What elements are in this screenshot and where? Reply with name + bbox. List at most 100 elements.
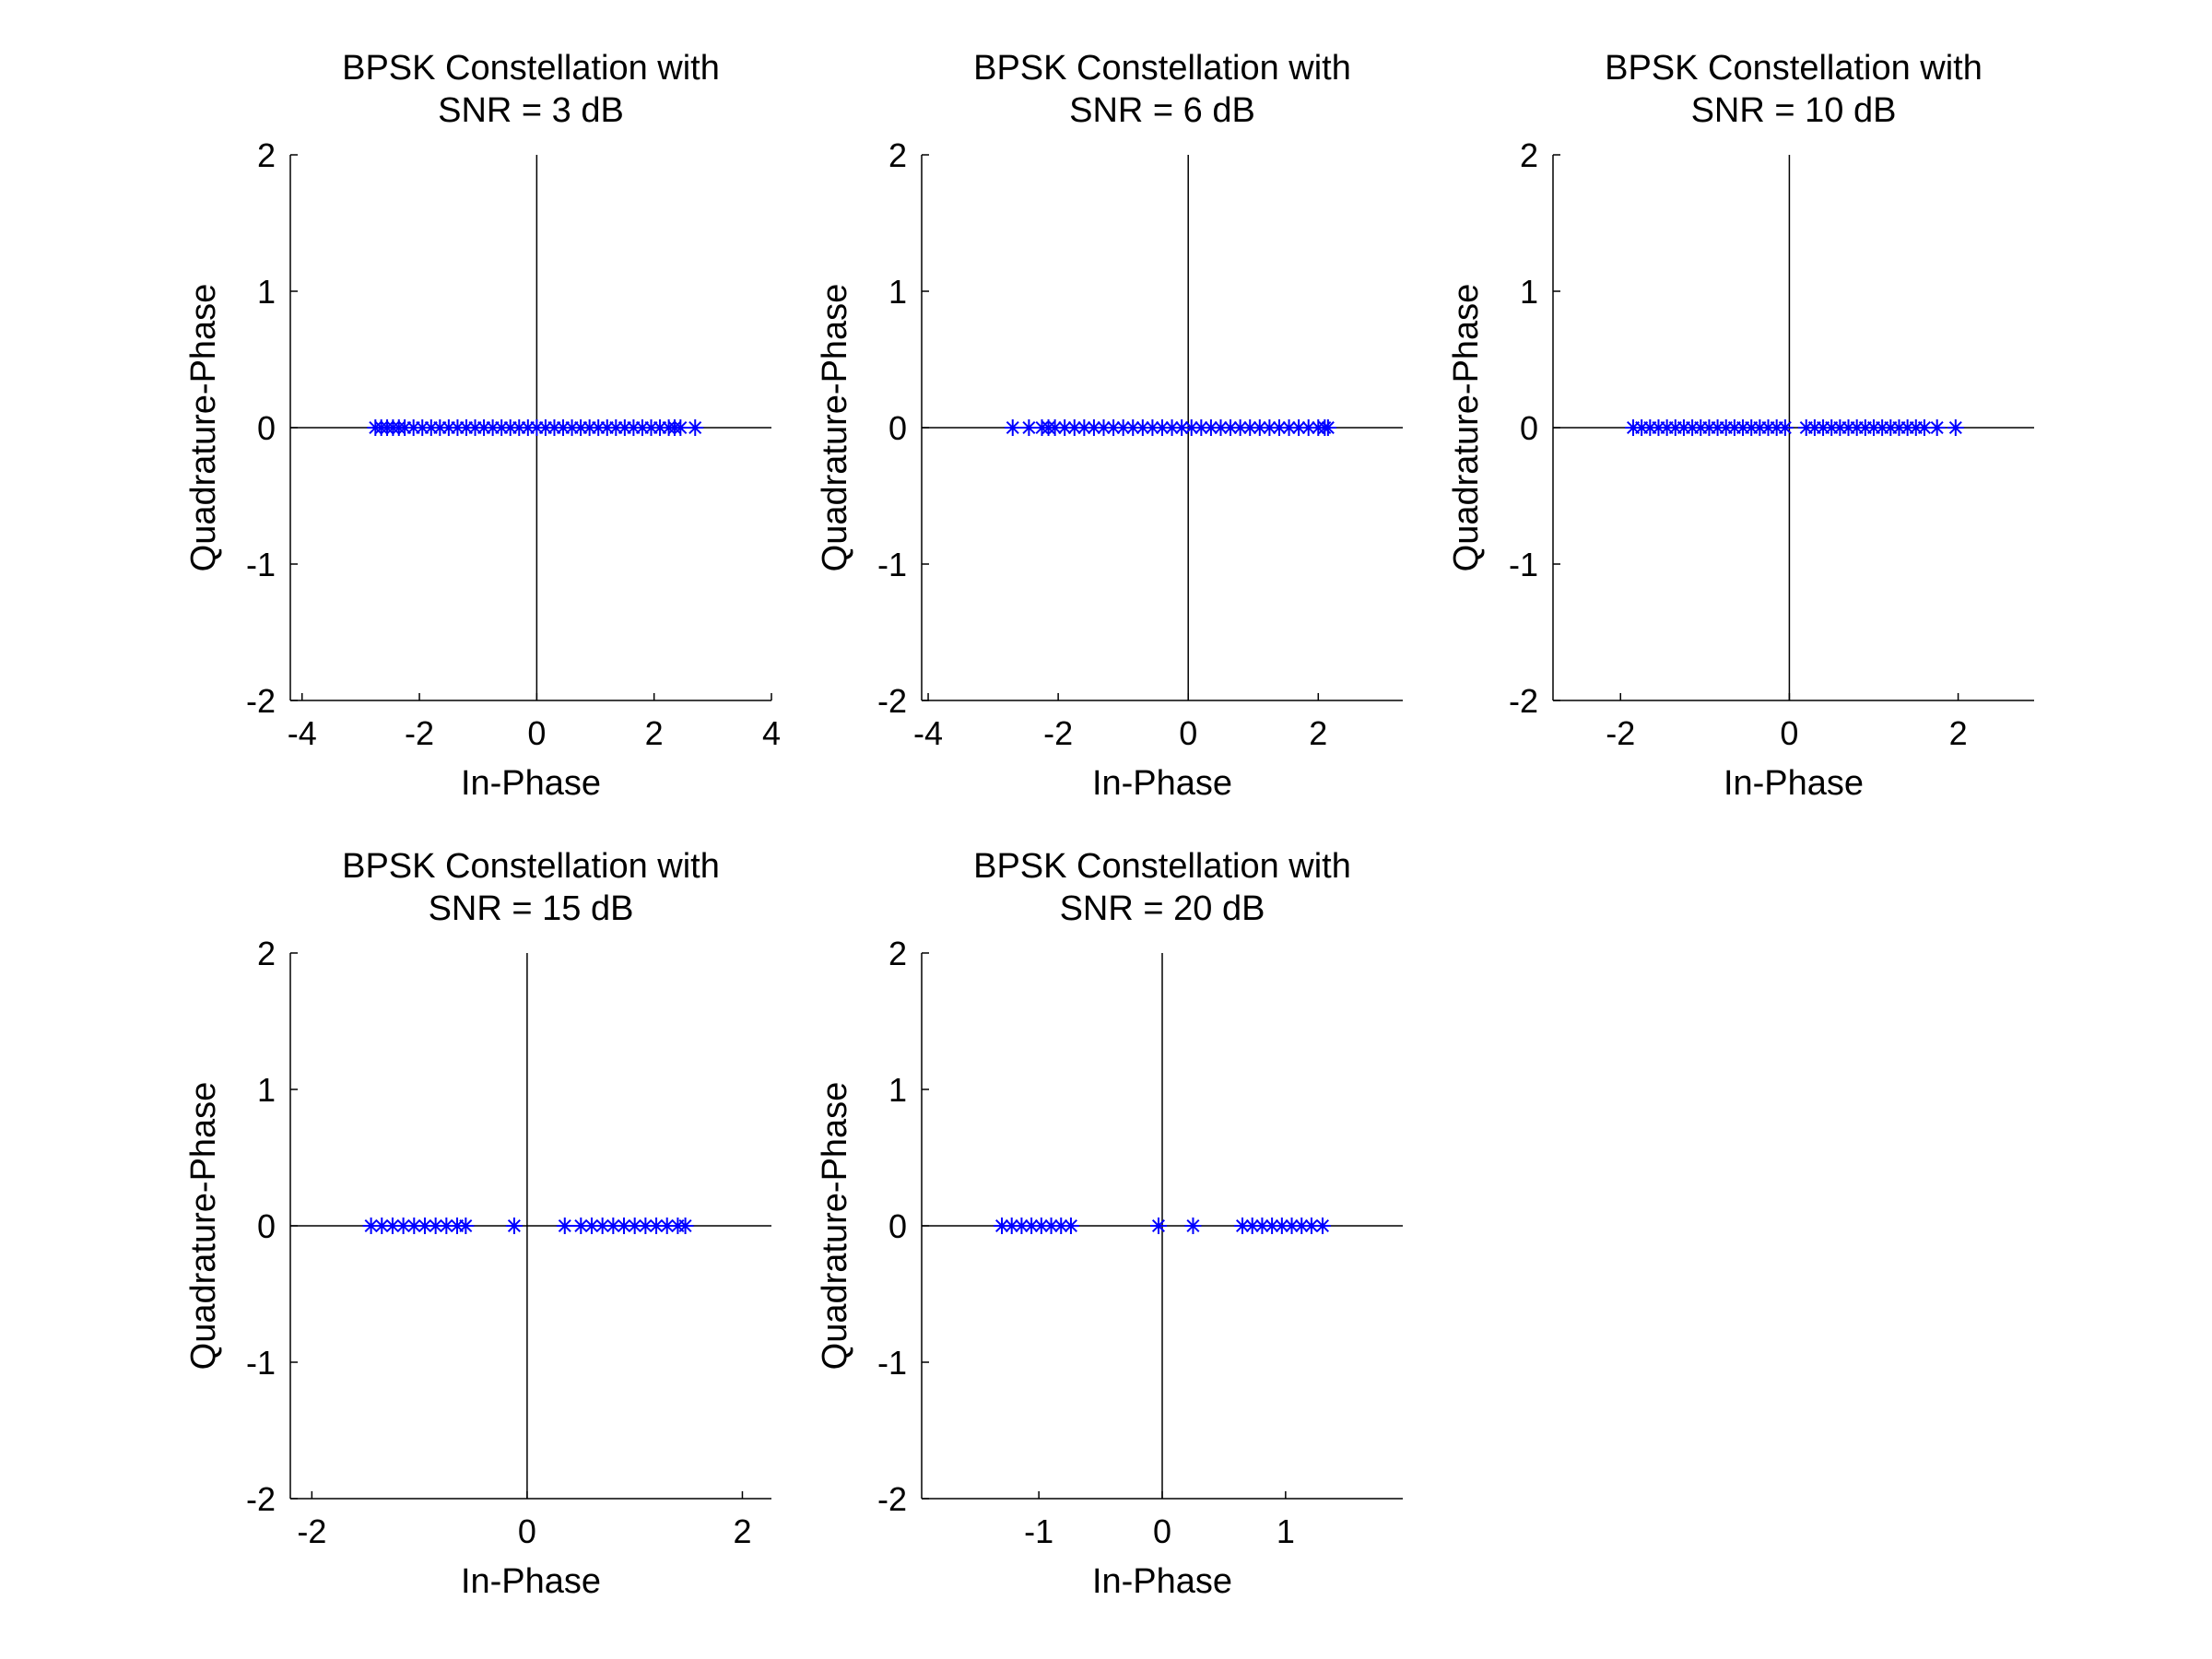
- marker-stroke: [688, 420, 702, 435]
- data-point: [594, 1218, 611, 1234]
- x-tick-label: 2: [1309, 714, 1327, 752]
- y-tick-label: 1: [1520, 273, 1538, 311]
- marker-stroke: [1285, 1218, 1299, 1233]
- marker-stroke: [1778, 420, 1792, 435]
- marker-stroke: [1097, 420, 1111, 435]
- y-tick-label: -1: [246, 546, 276, 583]
- marker-stroke: [440, 1218, 453, 1233]
- y-tick-label: 0: [257, 409, 276, 447]
- title-line-2: SNR = 6 dB: [1069, 91, 1255, 130]
- marker-stroke: [1253, 420, 1266, 435]
- data-point: [626, 1218, 643, 1234]
- y-tick-label: -2: [1509, 682, 1538, 720]
- data-point: [1013, 1218, 1030, 1234]
- marker-stroke: [1048, 420, 1062, 435]
- marker-stroke: [1255, 1218, 1269, 1233]
- title-line-2: SNR = 3 dB: [438, 91, 624, 130]
- data-point: [449, 1218, 466, 1234]
- data-point: [1302, 1218, 1320, 1234]
- y-axis-label: Quadrature-Phase: [184, 1082, 223, 1371]
- data-point: [687, 419, 704, 436]
- data-point: [1149, 1218, 1167, 1234]
- marker-stroke: [1304, 1218, 1318, 1233]
- data-point: [406, 1218, 423, 1234]
- marker-stroke: [639, 1218, 653, 1233]
- x-tick-label: -1: [1024, 1512, 1053, 1550]
- marker-stroke: [606, 1218, 620, 1233]
- marker-stroke: [364, 1218, 378, 1233]
- marker-stroke: [1044, 1218, 1058, 1233]
- data-point: [1154, 419, 1171, 436]
- x-tick-label: 2: [645, 714, 664, 752]
- marker-stroke: [660, 1218, 674, 1233]
- marker-stroke: [1275, 1218, 1288, 1233]
- marker-stroke: [1930, 420, 1944, 435]
- x-tick-label: -2: [297, 1512, 326, 1550]
- data-point: [1319, 419, 1336, 436]
- marker-stroke: [1126, 420, 1140, 435]
- x-axis-label: In-Phase: [461, 1562, 601, 1601]
- data-point: [1062, 1218, 1079, 1234]
- marker-stroke: [1233, 420, 1247, 435]
- data-point: [1085, 419, 1102, 436]
- x-axis-label: In-Phase: [461, 764, 601, 803]
- title-line-1: BPSK Constellation with: [973, 847, 1351, 886]
- y-axis-label: Quadrature-Phase: [184, 284, 223, 572]
- y-axis-label: Quadrature-Phase: [816, 284, 854, 572]
- marker-stroke: [459, 1218, 473, 1233]
- y-tick-label: 0: [1520, 409, 1538, 447]
- marker-stroke: [375, 1218, 389, 1233]
- marker-stroke: [1175, 420, 1189, 435]
- y-tick-label: -1: [246, 1344, 276, 1382]
- data-point: [1032, 1218, 1050, 1234]
- title-line-1: BPSK Constellation with: [973, 49, 1351, 88]
- x-tick-label: 1: [1277, 1512, 1295, 1550]
- marker-stroke: [1224, 420, 1238, 435]
- title-line-2: SNR = 15 dB: [429, 889, 634, 928]
- data-point: [1243, 1218, 1261, 1234]
- marker-stroke: [1243, 420, 1257, 435]
- y-axis-label: Quadrature-Phase: [1447, 284, 1486, 572]
- marker-stroke: [1235, 1218, 1250, 1233]
- y-tick-label: 0: [888, 1207, 907, 1245]
- data-point: [505, 1218, 523, 1234]
- y-tick-label: -1: [877, 1344, 907, 1382]
- marker-stroke: [407, 1218, 421, 1233]
- data-point: [1776, 419, 1794, 436]
- data-point: [1314, 1218, 1331, 1234]
- x-tick-label: -2: [1043, 714, 1073, 752]
- title-line-2: SNR = 10 dB: [1691, 91, 1897, 130]
- marker-stroke: [1005, 1218, 1018, 1233]
- data-point: [648, 1218, 665, 1234]
- marker-stroke: [994, 1218, 1009, 1233]
- marker-stroke: [1184, 420, 1198, 435]
- y-tick-label: -2: [246, 1480, 276, 1518]
- marker-stroke: [1263, 420, 1277, 435]
- data-point: [438, 1218, 455, 1234]
- marker-stroke: [1295, 1218, 1309, 1233]
- marker-stroke: [1282, 420, 1296, 435]
- x-tick-label: -4: [288, 714, 317, 752]
- marker-stroke: [1087, 420, 1100, 435]
- data-point: [1134, 419, 1151, 436]
- marker-stroke: [584, 1218, 598, 1233]
- marker-stroke: [628, 1218, 641, 1233]
- series-1: [362, 1218, 694, 1234]
- marker-stroke: [1315, 1218, 1330, 1233]
- data-point: [677, 1218, 694, 1234]
- y-tick-label: 2: [257, 136, 276, 174]
- y-tick-label: -2: [877, 682, 907, 720]
- y-tick-label: 2: [888, 136, 907, 174]
- x-tick-label: -2: [1606, 714, 1635, 752]
- marker-stroke: [1265, 1218, 1279, 1233]
- data-point: [1231, 419, 1249, 436]
- x-tick-label: 0: [527, 714, 546, 752]
- x-axis-label: In-Phase: [1092, 764, 1232, 803]
- x-axis-label: In-Phase: [1724, 764, 1864, 803]
- marker-stroke: [1917, 420, 1931, 435]
